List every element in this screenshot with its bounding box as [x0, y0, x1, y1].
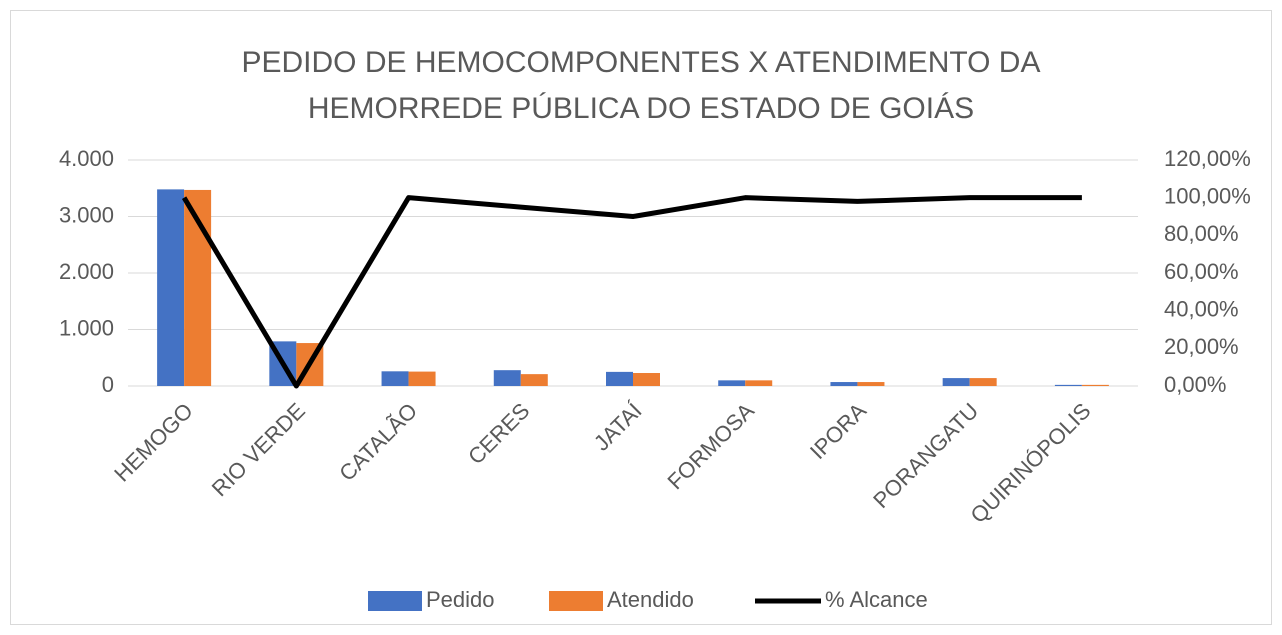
bar	[718, 380, 746, 386]
bar	[633, 373, 660, 386]
y-tick-label: 3.000	[59, 202, 114, 227]
bar	[520, 374, 548, 386]
bar	[969, 378, 997, 386]
legend-label: Pedido	[426, 587, 495, 612]
y-tick-label: 1.000	[59, 315, 114, 340]
legend-swatch	[549, 591, 603, 611]
bar	[493, 370, 521, 386]
bar	[381, 371, 409, 386]
bar	[830, 382, 858, 386]
y-tick-label: 0	[102, 372, 114, 397]
x-tick-label: CERES	[463, 398, 534, 469]
x-tick-label: IPORA	[805, 398, 871, 464]
bar	[1054, 384, 1082, 386]
bar	[606, 371, 633, 386]
x-tick-label: CATALÃO	[334, 398, 422, 486]
x-tick-label: FORMOSA	[663, 398, 760, 495]
bar	[1081, 384, 1109, 386]
y2-tick-label: 120,00%	[1164, 146, 1251, 171]
bar	[745, 380, 773, 386]
x-tick-label: JATAÍ	[589, 397, 647, 455]
x-tick-label: RIO VERDE	[207, 398, 310, 501]
x-tick-label: HEMOGO	[109, 398, 198, 487]
chart-border	[10, 10, 1272, 625]
y2-tick-label: 20,00%	[1164, 334, 1239, 359]
y2-tick-label: 0,00%	[1164, 372, 1226, 397]
chart-title: PEDIDO DE HEMOCOMPONENTES X ATENDIMENTO …	[241, 46, 1041, 125]
bar	[942, 378, 970, 386]
bar	[408, 371, 436, 386]
y2-tick-label: 40,00%	[1164, 296, 1239, 321]
y2-tick-label: 80,00%	[1164, 221, 1239, 246]
y-tick-label: 2.000	[59, 259, 114, 284]
bar	[857, 382, 885, 386]
y-tick-label: 4.000	[59, 146, 114, 171]
line	[181, 195, 1082, 389]
legend-swatch	[368, 591, 422, 611]
x-tick-label: PORANGATU	[868, 398, 983, 513]
y2-tick-label: 60,00%	[1164, 259, 1239, 284]
legend-label: % Alcance	[825, 587, 928, 612]
x-tick-label: QUIRINÓPOLIS	[965, 398, 1095, 528]
bar	[157, 189, 185, 386]
y2-tick-label: 100,00%	[1164, 183, 1251, 208]
legend-label: Atendido	[607, 587, 694, 612]
